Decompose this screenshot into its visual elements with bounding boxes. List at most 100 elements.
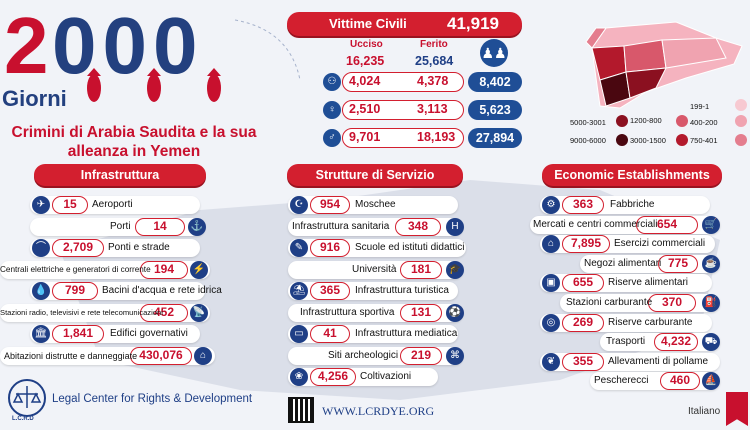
econ-value: 775 xyxy=(658,254,698,273)
injured-value: 18,193 xyxy=(417,130,456,144)
chicken-icon: ❦ xyxy=(542,352,560,371)
services-row: ⛱ 365 Infrastruttura turistica xyxy=(0,282,750,300)
legend-swatch xyxy=(735,134,747,146)
econ-value: 269 xyxy=(562,313,604,332)
victims-label: Vittime Civili xyxy=(329,16,407,31)
econ-label: Fabbriche xyxy=(610,199,655,210)
fuel-tank-icon: ◎ xyxy=(542,313,560,332)
factory-icon: ⚙ xyxy=(542,196,560,214)
services-label: Infrastruttura mediatica xyxy=(355,328,458,339)
services-label: Siti archeologici xyxy=(328,349,399,361)
legend-swatch xyxy=(616,115,628,127)
econ-value: 4,232 xyxy=(654,333,698,352)
econ-row: ◎ 269 Riserve carburante xyxy=(0,313,750,332)
mosque-icon: ☪ xyxy=(290,196,308,214)
victims-row: 4,024 4,378 xyxy=(342,72,464,92)
services-label: Infrastruttura sportiva xyxy=(300,306,395,318)
infra-row: 📡 452 Stazioni radio, televisivi e rete te… xyxy=(0,303,750,322)
col-injured: Ferito xyxy=(420,39,448,50)
bridge-icon: ⌒ xyxy=(32,239,50,257)
econ-label: Stazioni carburante xyxy=(566,297,653,308)
econ-row: ⛽ 370 Stazioni carburante xyxy=(0,294,750,312)
infra-label: Aeroporti xyxy=(92,199,133,210)
services-row: ✎ 916 Scuole ed istituti didattici xyxy=(0,239,750,257)
killed-value: 9,701 xyxy=(349,130,381,144)
infra-value: 14 xyxy=(135,217,185,236)
services-row: H 348 Infrastruttura sanitaria xyxy=(0,217,750,236)
services-value: 348 xyxy=(395,217,441,236)
children-icon: ⚇ xyxy=(323,73,341,91)
house-icon: ⌂ xyxy=(194,346,212,365)
services-label: Infrastruttura turistica xyxy=(355,285,449,296)
services-label: Infrastruttura sanitaria xyxy=(292,220,390,232)
water-tap-icon: 💧 xyxy=(32,282,50,300)
econ-row: ☕ 775 Negozi alimentari xyxy=(0,254,750,273)
econ-row: 🛒 654 Mercati e centri commerciali xyxy=(0,215,750,234)
language-label: Italiano xyxy=(688,406,721,417)
victims-row: 9,701 18,193 xyxy=(342,128,464,148)
legend-label: 3000-1500 xyxy=(630,136,666,145)
econ-row: ⚙ 363 Fabbriche xyxy=(0,196,750,214)
food-store-icon: ☕ xyxy=(702,254,720,273)
yemen-map xyxy=(585,21,743,109)
victims-total: 41,919 xyxy=(447,14,499,33)
legend-swatch xyxy=(676,115,688,127)
infra-label: Centrali elettriche e generatori di corr… xyxy=(0,264,151,274)
legend-swatch xyxy=(735,99,747,111)
antenna-icon: 📡 xyxy=(190,303,208,322)
family-icon: ♟♟ xyxy=(480,39,508,67)
services-value: 131 xyxy=(400,303,442,322)
tourism-icon: ⛱ xyxy=(290,282,308,300)
col-killed: Ucciso xyxy=(350,39,383,50)
infra-value: 430,076 xyxy=(130,346,192,365)
services-row: 🎓 181 Università xyxy=(0,260,750,279)
legend-swatch xyxy=(616,134,628,146)
infra-value: 15 xyxy=(52,196,88,214)
econ-value: 370 xyxy=(648,294,696,312)
archaeology-icon: ⌘ xyxy=(446,346,464,365)
econ-value: 363 xyxy=(562,196,604,214)
infra-row: ✈ 15 Aeroporti xyxy=(0,196,750,214)
econ-label: Pescherecci xyxy=(594,375,649,387)
hospital-icon: H xyxy=(446,217,464,236)
services-row: ☪ 954 Moschee xyxy=(0,196,750,214)
infra-row: 🏛 1,841 Edifici governativi xyxy=(0,325,750,343)
anchor-icon: ⚓ xyxy=(188,217,206,236)
econ-row: ▣ 655 Riserve alimentari xyxy=(0,274,750,293)
legend-label: 1200-800 xyxy=(630,116,662,125)
econ-value: 654 xyxy=(636,215,698,234)
row-total: 5,623 xyxy=(468,100,522,120)
services-row: ⚽ 131 Infrastruttura sportiva xyxy=(0,303,750,322)
econ-value: 355 xyxy=(562,352,604,371)
killed-total: 16,235 xyxy=(346,54,385,68)
victims-header: Vittime Civili 41,919 xyxy=(287,12,522,36)
infra-label: Bacini d'acqua e rete idrica xyxy=(102,285,222,296)
legend-label: 750-401 xyxy=(690,136,718,145)
website-url[interactable]: WWW.LCRDYE.ORG xyxy=(322,404,435,418)
infra-label: Stazioni radio, televisivi e rete teleco… xyxy=(0,307,163,317)
infra-row: 💧 799 Bacini d'acqua e rete idrica xyxy=(0,282,750,300)
food-reserve-icon: ▣ xyxy=(542,274,560,293)
services-row: ⌘ 219 Siti archeologici xyxy=(0,346,750,365)
services-value: 181 xyxy=(400,260,442,279)
services-label: Moschee xyxy=(355,199,396,210)
sport-icon: ⚽ xyxy=(446,303,464,322)
services-value: 41 xyxy=(310,325,350,343)
infra-value: 2,709 xyxy=(52,239,104,257)
services-value: 4,256 xyxy=(310,368,356,386)
page-title: Crimini di Arabia Saudita e la sua allea… xyxy=(11,124,257,160)
econ-row: ⌂ 7,895 Esercizi commerciali xyxy=(0,235,750,254)
fuel-icon: ⛽ xyxy=(702,294,720,312)
services-label: Università xyxy=(352,263,397,275)
services-value: 219 xyxy=(400,346,442,365)
infra-label: Abitazioni distrutte e danneggiate xyxy=(4,350,138,361)
infra-row: ⌂ 430,076 Abitazioni distrutte e danneggia… xyxy=(0,346,750,365)
section-infrastructure: Infrastruttura xyxy=(34,164,206,186)
econ-label: Negozi alimentari xyxy=(584,257,662,269)
econ-label: Riserve carburante xyxy=(608,316,693,328)
econ-label: Riserve alimentari xyxy=(608,277,689,289)
airplane-icon: ✈ xyxy=(32,196,50,214)
legend-label: 9000-6000 xyxy=(570,136,606,145)
school-icon: ✎ xyxy=(290,239,308,257)
infra-value: 194 xyxy=(140,260,188,279)
